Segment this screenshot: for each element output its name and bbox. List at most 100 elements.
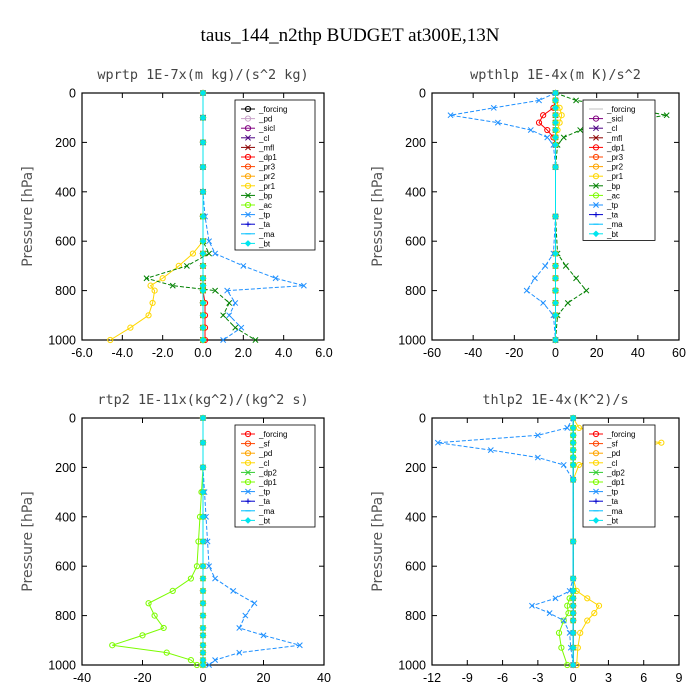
data-point xyxy=(494,119,501,126)
legend: _forcing_sf_pd_cl_dp2_dp1_tp_ta_ma_bt xyxy=(234,424,316,528)
data-point xyxy=(199,262,207,270)
data-point xyxy=(199,163,207,171)
data-point xyxy=(560,461,567,468)
y-tick-label: 400 xyxy=(55,510,76,524)
legend-marker xyxy=(244,440,252,447)
legend-label: _dp1 xyxy=(606,143,625,152)
series-dp1 xyxy=(109,414,207,669)
legend-marker xyxy=(244,478,252,486)
legend-label: _bp xyxy=(606,182,621,191)
series-pr1 xyxy=(107,89,207,344)
x-tick-label: 60 xyxy=(672,346,686,360)
legend-label: _cl xyxy=(606,459,617,468)
data-point xyxy=(199,414,207,422)
legend-label: _ta xyxy=(258,497,271,506)
legend-label: _sicl xyxy=(606,115,623,124)
legend-label: _sicl xyxy=(258,124,275,133)
x-tick-label: 20 xyxy=(590,346,604,360)
legend-marker xyxy=(245,192,251,199)
legend-marker xyxy=(592,163,600,170)
data-point xyxy=(595,602,603,609)
legend-label: _dp2 xyxy=(258,468,277,477)
data-point xyxy=(145,600,152,607)
data-point xyxy=(199,237,207,245)
legend-marker xyxy=(245,211,251,218)
legend-label: _ac xyxy=(606,191,620,200)
data-point xyxy=(552,274,559,282)
y-axis-label: Pressure [hPa] xyxy=(370,166,386,266)
legend-marker xyxy=(592,517,600,524)
data-point xyxy=(527,127,534,134)
panel-title: rtp2 1E-11x(kg^2)/(kg^2 s) xyxy=(97,392,308,408)
y-tick-label: 600 xyxy=(405,560,426,574)
x-tick-label: 9 xyxy=(676,671,683,685)
x-tick-label: -2.0 xyxy=(152,346,174,360)
legend-marker xyxy=(245,221,251,227)
y-tick-label: 800 xyxy=(55,609,76,623)
data-point xyxy=(569,661,577,669)
series-bt xyxy=(199,414,207,669)
data-point xyxy=(564,299,571,306)
x-tick-label: 0 xyxy=(570,671,577,685)
legend-marker xyxy=(593,469,599,476)
legend-label: _ma xyxy=(258,230,275,239)
data-point xyxy=(199,513,207,521)
legend-label: _sf xyxy=(258,440,270,449)
legend-marker xyxy=(592,450,600,457)
legend-label: _sf xyxy=(606,440,618,449)
legend-marker xyxy=(592,440,600,447)
y-tick-label: 600 xyxy=(55,235,76,249)
data-point xyxy=(107,336,114,344)
figure-title: taus_144_n2thp BUDGET at300E,13N xyxy=(201,25,500,46)
data-point xyxy=(569,629,577,637)
data-point xyxy=(220,337,227,343)
legend-marker xyxy=(244,201,252,209)
data-point xyxy=(569,431,577,439)
legend-marker xyxy=(244,153,252,161)
series-line xyxy=(109,93,204,341)
legend-marker xyxy=(593,498,599,504)
y-tick-label: 800 xyxy=(55,284,76,298)
data-point xyxy=(296,642,303,649)
data-point xyxy=(199,299,207,307)
data-point xyxy=(199,287,207,294)
data-point xyxy=(199,624,207,632)
data-point xyxy=(193,661,201,669)
data-point xyxy=(566,629,573,636)
data-point xyxy=(300,282,307,289)
legend-marker xyxy=(593,182,599,189)
y-tick-label: 1000 xyxy=(48,334,76,348)
x-tick-label: -3 xyxy=(532,671,543,685)
legend-marker xyxy=(244,105,252,113)
data-point xyxy=(199,336,207,344)
data-point xyxy=(569,609,577,617)
data-point xyxy=(143,275,150,282)
data-point xyxy=(534,454,541,461)
legend-label: _ma xyxy=(606,507,623,516)
data-point xyxy=(562,262,569,269)
data-point xyxy=(199,250,207,257)
y-tick-label: 1000 xyxy=(398,659,426,673)
legend-marker xyxy=(244,173,252,180)
legend-marker xyxy=(244,125,252,132)
legend-marker xyxy=(245,469,251,476)
data-point xyxy=(199,139,207,146)
data-point xyxy=(199,575,207,582)
data-point xyxy=(569,424,577,432)
y-tick-label: 0 xyxy=(419,87,426,101)
data-point xyxy=(220,312,227,319)
data-point xyxy=(584,595,591,602)
data-point xyxy=(573,275,580,282)
data-point xyxy=(560,617,567,624)
data-point xyxy=(109,642,116,649)
data-point xyxy=(540,112,547,119)
series-tp xyxy=(447,90,559,343)
x-tick-label: 3 xyxy=(605,671,612,685)
y-tick-label: 400 xyxy=(405,185,426,199)
data-point xyxy=(558,112,565,119)
y-axis-label: Pressure [hPa] xyxy=(20,491,36,591)
data-point xyxy=(212,250,219,257)
legend-label: _ma xyxy=(606,220,623,229)
legend-label: _mfl xyxy=(258,143,274,152)
